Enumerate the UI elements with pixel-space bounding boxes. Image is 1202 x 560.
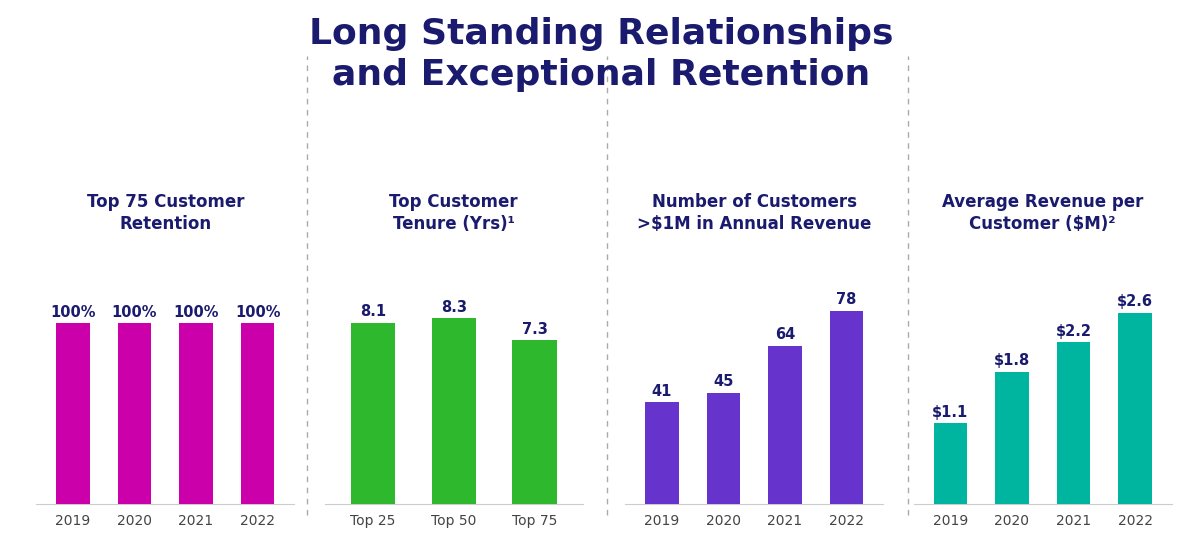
Text: Number of Customers
>$1M in Annual Revenue: Number of Customers >$1M in Annual Reven… [637, 193, 871, 234]
Bar [645, 403, 679, 504]
Text: $1.1: $1.1 [933, 405, 969, 419]
Bar [768, 346, 802, 504]
Text: 78: 78 [837, 292, 857, 307]
Text: $2.2: $2.2 [1055, 324, 1091, 339]
Bar [1118, 313, 1152, 504]
Text: $2.6: $2.6 [1117, 295, 1153, 309]
Text: Top Customer
Tenure (Yrs)¹: Top Customer Tenure (Yrs)¹ [389, 193, 518, 234]
Bar [179, 323, 213, 504]
Bar [1057, 342, 1090, 504]
Text: 100%: 100% [50, 305, 96, 320]
Bar [351, 323, 395, 504]
Text: Long Standing Relationships
and Exceptional Retention: Long Standing Relationships and Exceptio… [309, 17, 893, 91]
Text: 8.3: 8.3 [441, 300, 466, 315]
Bar [995, 372, 1029, 504]
Bar [118, 323, 151, 504]
Text: $1.8: $1.8 [994, 353, 1030, 368]
Bar [829, 311, 863, 504]
Text: 100%: 100% [234, 305, 280, 320]
Text: 100%: 100% [112, 305, 157, 320]
Text: 41: 41 [651, 384, 672, 399]
Bar [56, 323, 90, 504]
Text: Top 75 Customer
Retention: Top 75 Customer Retention [87, 193, 244, 234]
Text: Average Revenue per
Customer ($M)²: Average Revenue per Customer ($M)² [942, 193, 1143, 234]
Bar [707, 393, 740, 504]
Bar [432, 318, 476, 504]
Bar [512, 340, 557, 504]
Text: 45: 45 [713, 374, 733, 389]
Text: 8.1: 8.1 [359, 304, 386, 319]
Text: 7.3: 7.3 [522, 322, 547, 337]
Bar [934, 423, 968, 504]
Bar [240, 323, 274, 504]
Text: 64: 64 [775, 327, 796, 342]
Text: 100%: 100% [173, 305, 219, 320]
